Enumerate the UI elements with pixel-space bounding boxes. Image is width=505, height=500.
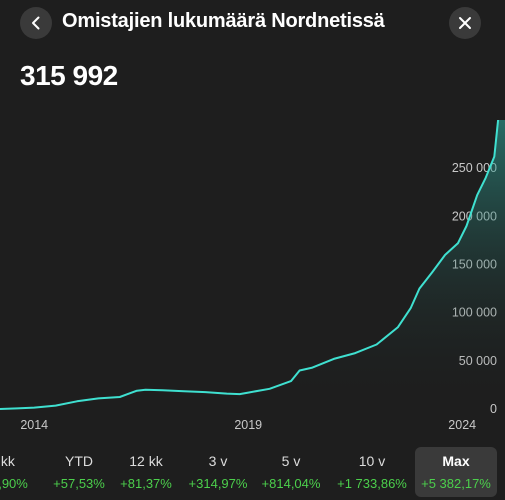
period-label: YTD	[65, 453, 93, 469]
series-line	[0, 120, 500, 410]
x-tick-label: 2014	[20, 418, 49, 432]
current-value: 315 992	[20, 60, 118, 91]
chevron-left-icon	[32, 16, 40, 30]
period-change: +1 733,86%	[337, 476, 407, 491]
period-tab-6-kk[interactable]: 6 kk +17,90%	[0, 447, 34, 497]
back-button[interactable]	[20, 7, 52, 39]
close-button[interactable]	[449, 7, 481, 39]
period-tab-ytd[interactable]: YTD +57,53%	[47, 447, 111, 497]
period-change: +5 382,17%	[421, 476, 491, 491]
period-change: +314,97%	[188, 476, 248, 491]
series-area	[0, 120, 505, 409]
x-tick-label: 2024	[448, 418, 477, 432]
header: Omistajien lukumäärä Nordnetissä	[0, 0, 505, 48]
period-tab-5-v[interactable]: 5 v +814,04%	[256, 447, 327, 497]
period-tab-10-v[interactable]: 10 v +1 733,86%	[331, 447, 413, 497]
period-label: 10 v	[358, 453, 386, 469]
period-change: +81,37%	[120, 476, 172, 491]
period-change: +57,53%	[53, 476, 105, 491]
period-change: +814,04%	[261, 476, 321, 491]
period-label: Max	[442, 453, 470, 469]
period-change: +17,90%	[0, 476, 28, 491]
period-label: 6 kk	[0, 453, 15, 469]
page-title: Omistajien lukumäärä Nordnetissä	[62, 10, 385, 32]
period-selector: 6 kk +17,90% YTD +57,53% 12 kk +81,37% 3 v +314…	[0, 440, 505, 500]
period-tab-3-v[interactable]: 3 v +314,97%	[183, 447, 254, 497]
period-tab-max[interactable]: Max +5 382,17%	[415, 447, 497, 497]
period-label: 3 v	[208, 453, 228, 469]
period-label: 12 kk	[129, 453, 163, 469]
period-label: 5 v	[281, 453, 301, 469]
period-tab-12-kk[interactable]: 12 kk +81,37%	[114, 447, 178, 497]
close-icon	[459, 17, 471, 29]
x-tick-label: 2019	[234, 418, 263, 432]
owner-count-chart: 050 000100 000150 000200 000250 000	[0, 120, 505, 416]
y-tick-label: 250 000	[452, 161, 497, 175]
